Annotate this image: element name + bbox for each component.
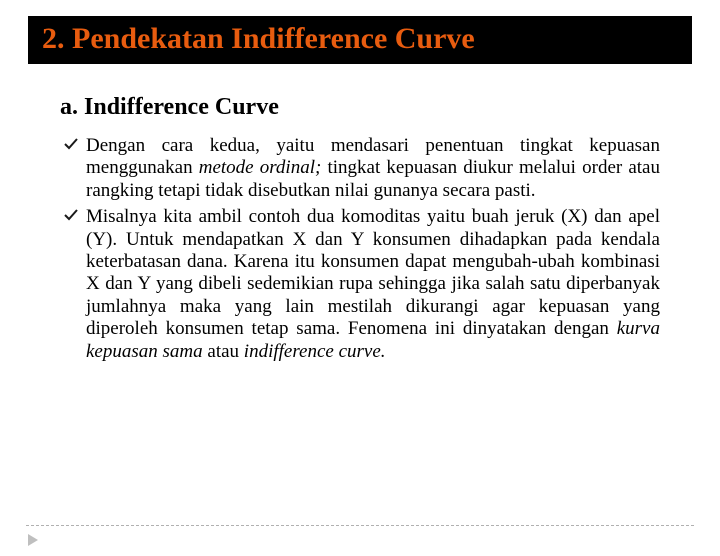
list-item: Misalnya kita ambil contoh dua komoditas…: [64, 206, 660, 363]
bullet-text: Misalnya kita ambil contoh dua komoditas…: [86, 206, 660, 363]
section-subtitle: a. Indifference Curve: [60, 94, 660, 121]
checkmark-icon: [64, 206, 86, 229]
slide-title: 2. Pendekatan Indifference Curve: [42, 22, 682, 56]
checkmark-icon: [64, 135, 86, 158]
corner-arrow-icon: [28, 534, 38, 546]
list-item: Dengan cara kedua, yaitu mendasari penen…: [64, 135, 660, 202]
bullet-text: Dengan cara kedua, yaitu mendasari penen…: [86, 135, 660, 202]
slide-title-bar: 2. Pendekatan Indifference Curve: [28, 16, 692, 64]
bullet-list: Dengan cara kedua, yaitu mendasari penen…: [64, 135, 660, 363]
footer-divider: [26, 525, 694, 526]
